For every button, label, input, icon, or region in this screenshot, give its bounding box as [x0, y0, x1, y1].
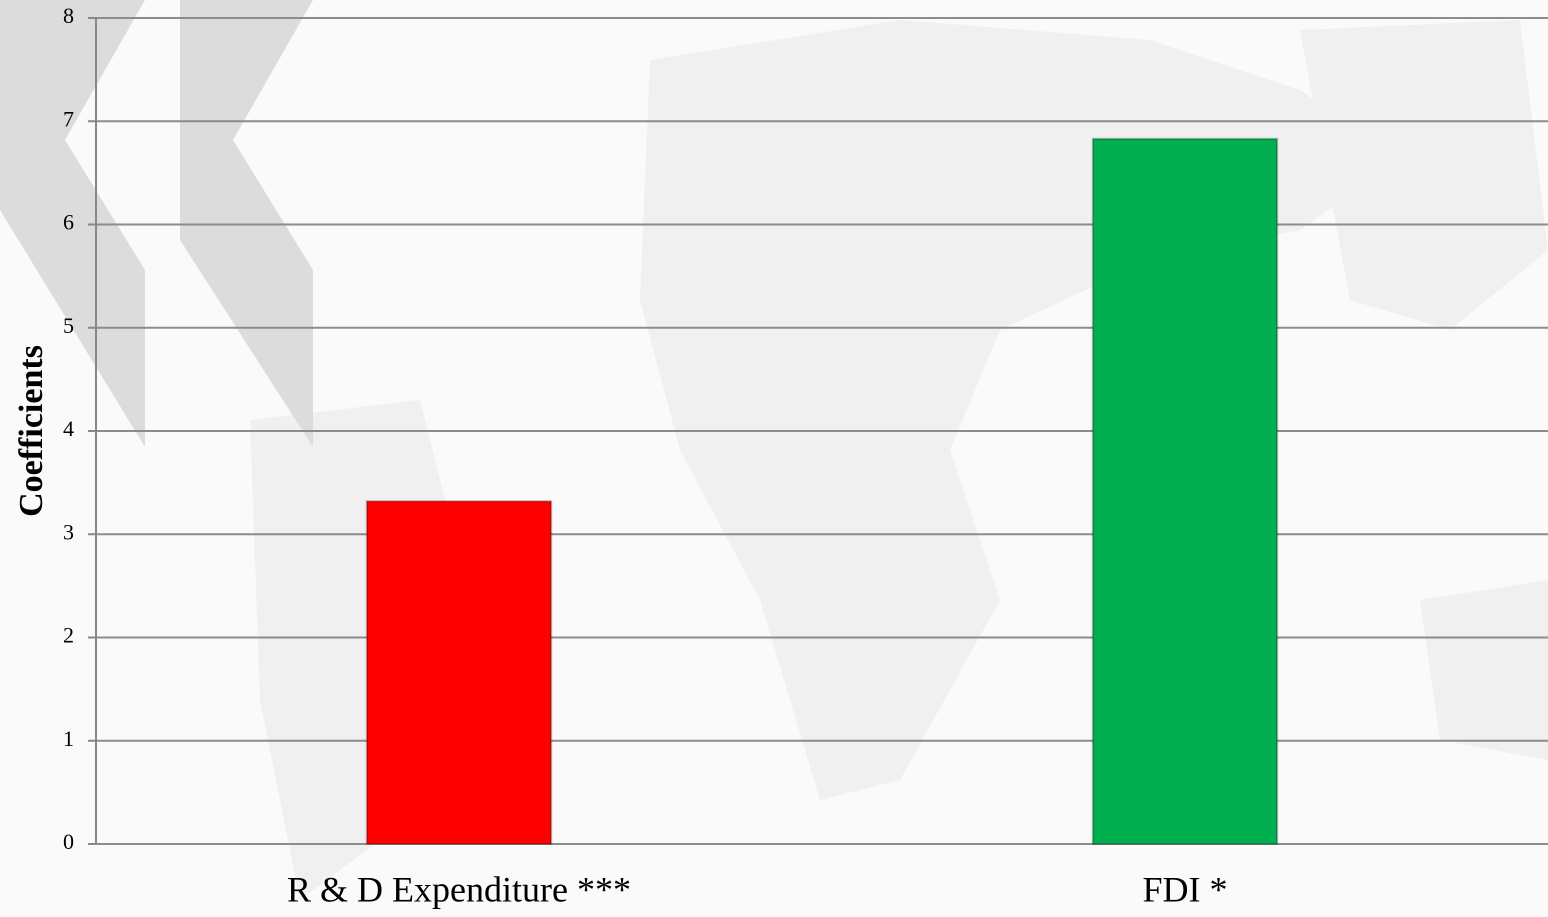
y-tick-label: 1 — [63, 726, 74, 751]
y-tick-label: 2 — [63, 623, 74, 648]
y-tick-label: 3 — [63, 519, 74, 544]
y-tick-label: 8 — [63, 3, 74, 28]
y-axis-label: Coefficients — [13, 345, 50, 517]
y-tick-label: 4 — [63, 416, 74, 441]
bar — [365, 500, 553, 845]
x-tick-label: R & D Expenditure *** — [287, 869, 631, 909]
y-tick-label: 0 — [63, 829, 74, 854]
y-tick-label: 7 — [63, 106, 74, 131]
y-tick-label: 5 — [63, 313, 74, 338]
x-tick-label: FDI * — [1142, 869, 1227, 909]
y-tick-label: 6 — [63, 210, 74, 235]
bar — [1091, 137, 1279, 846]
